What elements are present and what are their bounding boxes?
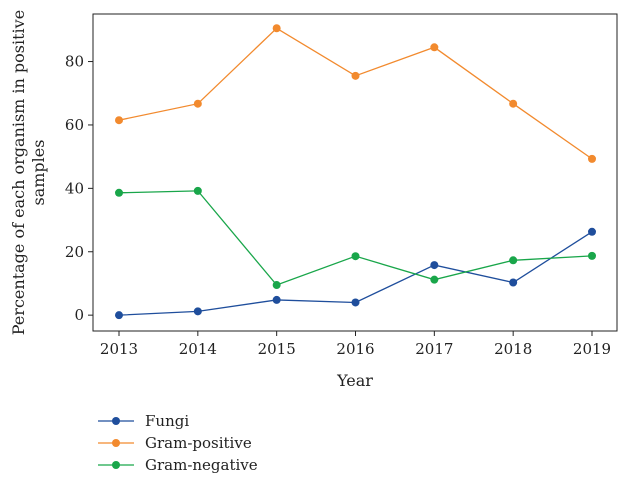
data-point-gram-negative xyxy=(351,252,360,261)
data-point-gram-positive xyxy=(351,71,360,80)
series-fungi xyxy=(115,227,596,320)
data-point-fungi xyxy=(272,295,281,304)
legend-label-fungi: Fungi xyxy=(145,412,189,430)
legend-item-gram-positive: Gram-positive xyxy=(98,434,252,452)
plot-frame xyxy=(92,13,618,332)
y-tick-label: 20 xyxy=(65,243,84,261)
series-line-gram-positive xyxy=(118,27,593,160)
legend-marker-gram-positive xyxy=(112,439,120,447)
series-gram-negative xyxy=(115,186,596,290)
y-tick-label: 60 xyxy=(65,116,84,134)
data-point-gram-positive xyxy=(509,99,518,108)
data-point-fungi xyxy=(351,298,360,307)
data-point-fungi xyxy=(193,307,202,316)
x-tick-label: 2016 xyxy=(336,340,374,358)
x-axis-label: Year xyxy=(336,371,373,390)
data-point-fungi xyxy=(115,311,123,320)
y-axis: 0 20 40 60 80 xyxy=(65,53,93,324)
legend-marker-fungi xyxy=(112,417,120,425)
y-tick-label: 80 xyxy=(65,53,84,71)
x-tick-label: 2015 xyxy=(258,340,296,358)
y-tick-label: 40 xyxy=(65,179,84,197)
legend-item-gram-negative: Gram-negative xyxy=(98,456,258,474)
legend-label-gram-negative: Gram-negative xyxy=(145,456,258,474)
series-line-gram-negative xyxy=(118,190,593,286)
data-point-gram-positive xyxy=(588,154,596,163)
legend-label-gram-positive: Gram-positive xyxy=(145,434,252,452)
data-point-gram-positive xyxy=(115,116,123,125)
legend: Fungi Gram-positive Gram-negative xyxy=(98,412,258,474)
data-point-gram-positive xyxy=(193,99,202,108)
y-tick-label: 0 xyxy=(74,306,84,324)
y-axis-label-line-1: Percentage of each organism in positive xyxy=(9,10,28,335)
data-point-gram-negative xyxy=(430,275,439,284)
data-point-fungi xyxy=(430,261,439,270)
x-tick-label: 2014 xyxy=(179,340,217,358)
data-point-gram-negative xyxy=(272,281,281,290)
data-point-gram-negative xyxy=(193,186,202,195)
data-point-gram-negative xyxy=(509,256,518,265)
data-point-gram-positive xyxy=(272,24,281,33)
data-point-fungi xyxy=(509,278,518,287)
x-axis: 2013 2014 2015 2016 2017 2018 2019 xyxy=(100,331,611,358)
x-tick-label: 2017 xyxy=(415,340,453,358)
series-layer xyxy=(115,24,596,320)
legend-item-fungi: Fungi xyxy=(98,412,189,430)
data-point-gram-negative xyxy=(588,251,596,260)
x-tick-label: 2018 xyxy=(494,340,532,358)
y-axis-label: Percentage of each organism in positive … xyxy=(9,10,48,335)
x-tick-label: 2013 xyxy=(100,340,138,358)
data-point-gram-positive xyxy=(430,43,439,52)
x-tick-label: 2019 xyxy=(573,340,611,358)
series-gram-positive xyxy=(115,24,596,163)
data-point-gram-negative xyxy=(115,188,123,197)
data-point-fungi xyxy=(588,227,596,236)
legend-marker-gram-negative xyxy=(112,461,120,469)
y-axis-label-line-2: samples xyxy=(29,140,48,206)
